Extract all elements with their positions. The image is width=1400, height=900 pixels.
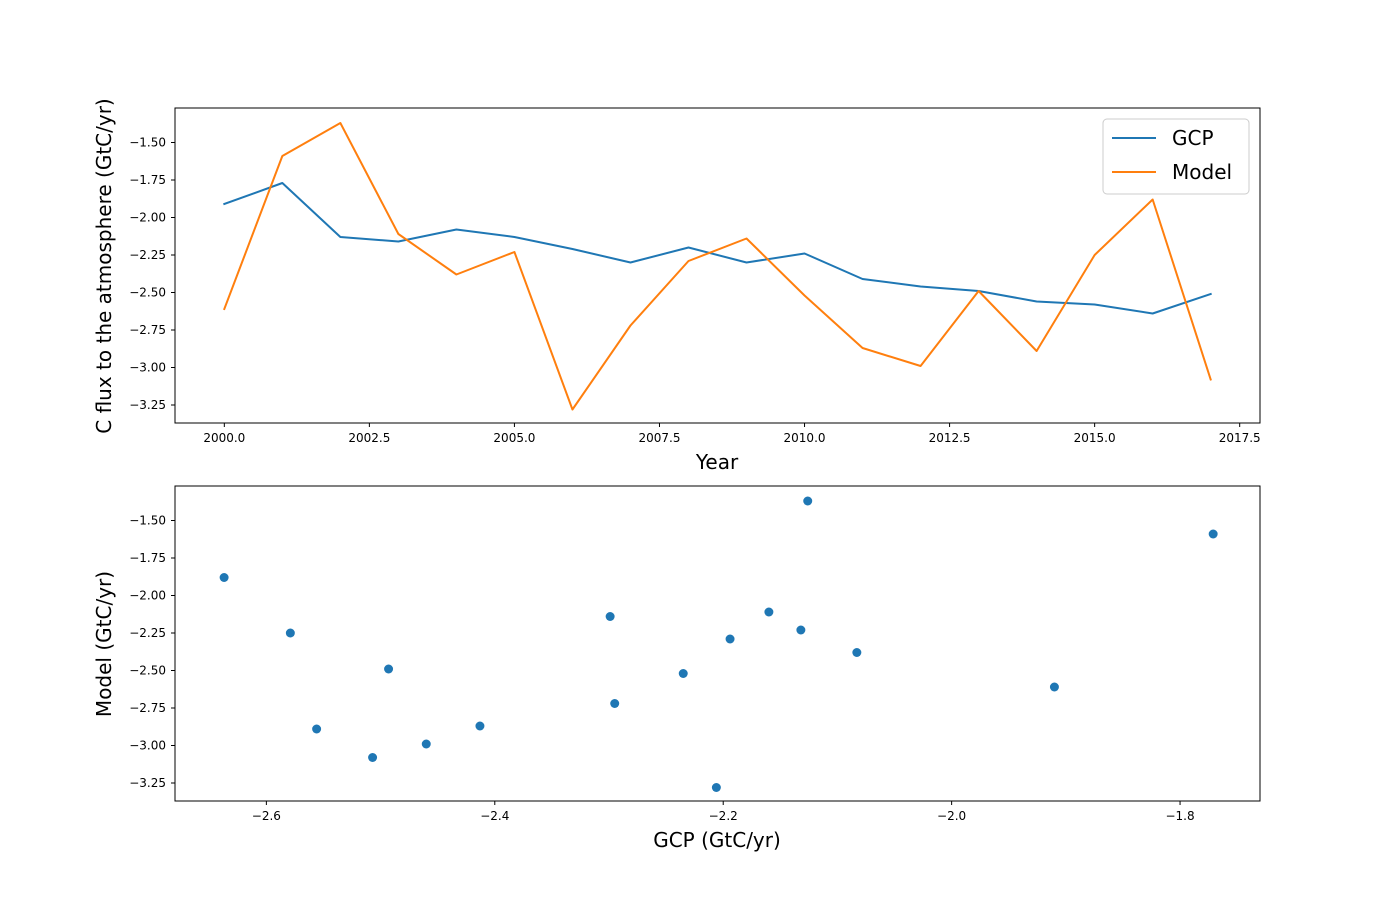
scatter-point [1208,529,1218,539]
time-series-x-tick-label: 2017.5 [1219,431,1261,445]
scatter-point [711,783,721,792]
scatter-y-tick-label: −3.00 [129,739,166,753]
scatter-point [610,699,620,708]
scatter-point [312,724,322,734]
time-series-y-tick-label: −3.25 [129,398,166,412]
time-series-y-tick-label: −1.75 [129,173,166,187]
scatter-x-tick-label: −2.2 [709,809,738,823]
scatter-y-tick-label: −2.25 [129,626,166,640]
time-series-x-tick-label: 2007.5 [638,431,680,445]
scatter-point [475,721,485,731]
time-series-y-tick-label: −2.25 [129,248,166,262]
time-series-x-tick-label: 2002.5 [348,431,390,445]
time-series-y-tick-label: −2.75 [129,323,166,337]
time-series-x-ticks: 2000.0 2002.5 2005.0 2007.5 2010.0 2012.5 2015… [203,423,1261,445]
time-series-x-tick-label: 2012.5 [929,431,971,445]
time-series-y-ticks: −1.50 −1.75 −2.00 −2.25 −2.50 −2.75 −3.00 −3.25 [129,136,175,412]
time-series-y-tick-label: −2.00 [129,211,166,225]
scatter-y-tick-label: −1.50 [129,514,166,528]
scatter-x-tick-label: −1.8 [1165,809,1194,823]
time-series-lines [223,122,1212,411]
scatter-point [421,739,431,749]
time-series-axes-frame [174,107,1261,424]
scatter-point [852,648,862,657]
scatter-y-tick-label: −2.00 [129,589,166,603]
time-series-y-tick-label: −3.00 [129,361,166,375]
time-series-x-tick-label: 2000.0 [203,431,245,445]
series-line-gcp [223,182,1212,315]
scatter-point [1049,682,1059,692]
scatter-panel: −2.6 −2.4 −2.2 −2.0 −1.8 −1.50 −1.75 −2.00 −2.2… [92,485,1261,852]
scatter-point [384,664,394,674]
scatter-x-tick-label: −2.4 [480,809,509,823]
series-line-model [223,122,1212,411]
scatter-point [796,625,806,635]
scatter-point [803,496,813,506]
scatter-y-axis-title: Model (GtC/yr) [92,571,116,717]
time-series-panel: 2000.0 2002.5 2005.0 2007.5 2010.0 2012.5 2015… [92,98,1261,474]
scatter-points [219,496,1218,792]
scatter-y-tick-label: −1.75 [129,551,166,565]
legend: GCP Model [1102,118,1250,195]
scatter-point [764,607,774,617]
scatter-x-axis-title: GCP (GtC/yr) [653,828,781,852]
scatter-point [678,669,688,678]
time-series-x-tick-label: 2005.0 [493,431,535,445]
time-series-x-axis-title: Year [695,450,739,474]
time-series-x-tick-label: 2010.0 [784,431,826,445]
scatter-y-ticks: −1.50 −1.75 −2.00 −2.25 −2.50 −2.75 −3.00 −3.25 [129,514,175,790]
scatter-x-tick-label: −2.0 [937,809,966,823]
scatter-y-tick-label: −2.75 [129,701,166,715]
scatter-point [219,573,229,582]
scatter-y-tick-label: −2.50 [129,664,166,678]
time-series-y-axis-title: C flux to the atmosphere (GtC/yr) [92,98,116,433]
time-series-y-tick-label: −1.50 [129,136,166,150]
legend-label-model: Model [1172,160,1232,184]
scatter-point [725,634,735,644]
scatter-point [605,612,615,621]
scatter-axes-frame [174,485,1261,802]
scatter-point [368,753,378,762]
legend-label-gcp: GCP [1172,126,1214,150]
scatter-point [285,628,295,638]
scatter-x-tick-label: −2.6 [252,809,281,823]
scatter-y-tick-label: −3.25 [129,776,166,790]
time-series-y-tick-label: −2.50 [129,286,166,300]
time-series-x-tick-label: 2015.0 [1074,431,1116,445]
scatter-x-ticks: −2.6 −2.4 −2.2 −2.0 −1.8 [252,801,1195,823]
